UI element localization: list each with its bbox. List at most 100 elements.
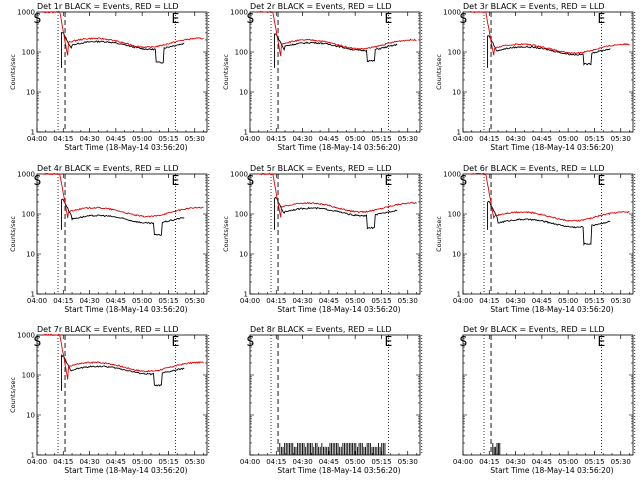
x-tick-label: 05:15: [158, 458, 178, 466]
plot-frame: [462, 334, 634, 456]
x-tick-label: 05:30: [611, 135, 631, 143]
series-line-lld: [43, 333, 204, 380]
marker-e: E: [384, 335, 392, 350]
y-tick-label: 1000: [230, 171, 248, 179]
chart-title: Det 4r BLACK = Events, RED = LLD: [37, 164, 179, 173]
x-tick-label: 04:15: [266, 135, 286, 143]
x-tick-label: 04:45: [106, 458, 126, 466]
chart-title: Det 5r BLACK = Events, RED = LLD: [250, 164, 392, 173]
x-tick-label: 04:30: [79, 458, 99, 466]
y-tick-label: 10: [239, 251, 248, 259]
plot-frame: [36, 11, 208, 133]
x-tick-label: 05:15: [584, 297, 604, 305]
marker-s: S: [246, 335, 254, 350]
marker-e: E: [597, 174, 605, 189]
series-line-events: [61, 31, 185, 68]
y-tick-label: 1: [31, 291, 35, 299]
x-tick-label: 04:15: [53, 297, 73, 305]
x-tick-label: 04:30: [505, 297, 525, 305]
marker-e: E: [597, 335, 605, 350]
x-tick-label: 05:15: [158, 135, 178, 143]
plot-frame: [249, 173, 421, 295]
series-line-events: [274, 33, 398, 68]
y-tick-label: 100: [448, 211, 461, 219]
x-tick-label: 04:00: [27, 297, 47, 305]
series-line-events: [61, 353, 185, 391]
x-tick-label: 04:45: [106, 135, 126, 143]
x-tick-label: 04:15: [479, 458, 499, 466]
series-line-lld: [470, 173, 630, 222]
y-axis-label: Counts/sec: [222, 216, 230, 252]
x-tick-label: 04:30: [292, 297, 312, 305]
x-tick-label: 04:30: [292, 135, 312, 143]
y-tick-label: 1: [31, 129, 35, 137]
y-tick-label: 1000: [230, 9, 248, 17]
x-tick-label: 04:15: [53, 135, 73, 143]
series-line-lld: [469, 10, 630, 56]
x-tick-label: 05:30: [611, 297, 631, 305]
series-line-events: [487, 35, 611, 68]
x-tick-label: 05:30: [611, 458, 631, 466]
marker-e: E: [171, 174, 179, 189]
y-axis-label: Counts/sec: [9, 54, 17, 90]
marker-e: E: [171, 335, 179, 350]
chart-panel-9: Det 9r BLACK = Events, RED = LLD 04:00 04:…: [453, 325, 636, 475]
y-tick-label: 10: [26, 251, 35, 259]
plot-frame: [36, 173, 208, 295]
series-line-lld: [256, 10, 417, 57]
y-tick-label: 1000: [443, 9, 461, 17]
y-tick-label: 1: [31, 452, 35, 460]
plot-frame: [36, 334, 208, 456]
x-tick-label: 04:45: [319, 297, 339, 305]
x-tick-label: 04:00: [453, 297, 473, 305]
y-tick-label: 10: [452, 251, 461, 259]
x-tick-label: 05:00: [345, 458, 365, 466]
y-axis-label: Counts/sec: [222, 54, 230, 90]
x-tick-label: 04:45: [319, 458, 339, 466]
x-tick-label: 05:15: [371, 297, 391, 305]
x-tick-label: 05:30: [398, 297, 418, 305]
x-axis-label: Start Time (18-May-14 03:56:20): [277, 466, 400, 475]
x-tick-label: 05:00: [132, 458, 152, 466]
y-tick-label: 1000: [17, 9, 35, 17]
x-tick-label: 05:15: [158, 297, 178, 305]
x-tick-label: 04:00: [27, 135, 47, 143]
chart-title: Det 6r BLACK = Events, RED = LLD: [463, 164, 605, 173]
marker-s: S: [459, 335, 467, 350]
x-tick-label: 05:30: [185, 297, 205, 305]
x-tick-label: 05:15: [371, 135, 391, 143]
y-tick-label: 1: [244, 291, 248, 299]
x-tick-label: 05:15: [584, 458, 604, 466]
y-tick-label: 100: [235, 211, 248, 219]
x-tick-label: 05:00: [132, 135, 152, 143]
y-tick-label: 1000: [17, 332, 35, 340]
x-tick-label: 04:45: [532, 135, 552, 143]
x-tick-label: 04:15: [479, 135, 499, 143]
chart-title: Det 7r BLACK = Events, RED = LLD: [37, 325, 179, 334]
x-tick-label: 05:00: [345, 135, 365, 143]
y-tick-label: 10: [452, 89, 461, 97]
plot-frame: [249, 334, 421, 456]
y-tick-label: 10: [239, 89, 248, 97]
y-tick-label: 100: [235, 49, 248, 57]
x-tick-label: 05:15: [371, 458, 391, 466]
series-line-lld: [43, 11, 204, 56]
x-tick-label: 04:00: [240, 297, 260, 305]
x-tick-label: 04:30: [79, 135, 99, 143]
x-tick-label: 05:00: [132, 297, 152, 305]
series-line-events: [487, 200, 611, 246]
x-tick-label: 04:30: [505, 458, 525, 466]
series-line-events: [274, 196, 398, 230]
y-axis-label: Counts/sec: [435, 216, 443, 252]
marker-s: S: [459, 12, 467, 27]
x-tick-label: 05:00: [558, 458, 578, 466]
marker-s: S: [246, 174, 254, 189]
chart-panel-3: Det 3r BLACK = Events, RED = LLD 04:00 04:…: [435, 2, 636, 152]
marker-e: E: [597, 12, 605, 27]
chart-title: Det 9r BLACK = Events, RED = LLD: [463, 325, 605, 334]
plot-frame: [249, 11, 421, 133]
y-tick-label: 1: [457, 129, 461, 137]
plot-frame: [462, 173, 634, 295]
plot-frame: [462, 11, 634, 133]
